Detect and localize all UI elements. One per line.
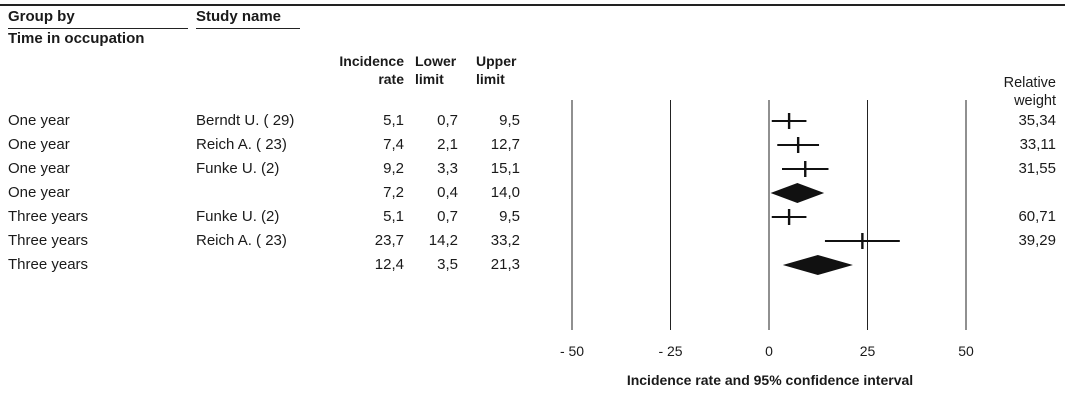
col-weight-line2: weight	[1014, 93, 1056, 109]
row-rate: 7,4	[383, 136, 404, 153]
table-row: Three years Reich A. ( 23) 23,7 14,2 33,…	[0, 229, 1065, 253]
header-study-underline	[196, 28, 300, 29]
row-upper: 33,2	[490, 232, 520, 249]
row-lower: 2,1	[437, 136, 458, 153]
col-weight-line1: Relative	[1003, 75, 1056, 91]
x-axis-title: Incidence rate and 95% confidence interv…	[626, 372, 914, 388]
row-lower: 14,2	[428, 232, 458, 249]
row-lower: 3,3	[437, 160, 458, 177]
col-upper-line2: limit	[476, 71, 505, 87]
row-study: Reich A. ( 23)	[196, 232, 287, 249]
row-group: One year	[8, 184, 70, 201]
col-incidence-line2: rate	[378, 71, 404, 87]
table-row: One year Funke U. (2) 9,2 3,3 15,1 31,55	[0, 157, 1065, 181]
col-lower-line1: Lower	[415, 53, 457, 69]
row-upper: 9,5	[499, 112, 520, 129]
header-group-by: Group by	[8, 8, 75, 25]
row-rate: 7,2	[383, 184, 404, 201]
row-rate: 12,4	[374, 256, 404, 273]
row-group: One year	[8, 112, 70, 129]
row-rate: 9,2	[383, 160, 404, 177]
header-study-name: Study name	[196, 8, 282, 25]
row-weight: 33,11	[1019, 136, 1056, 153]
row-study: Funke U. (2)	[196, 160, 280, 177]
col-relative-weight: Relative weight	[960, 74, 1056, 110]
col-upper-line1: Upper	[476, 53, 517, 69]
row-weight: 60,71	[1018, 208, 1056, 225]
table-row-summary: Three years 12,4 3,5 21,3	[0, 253, 1065, 277]
row-lower: 0,7	[437, 208, 458, 225]
row-study: Funke U. (2)	[196, 208, 280, 225]
x-tick-label: - 25	[658, 343, 682, 359]
row-weight: 35,34	[1018, 112, 1056, 129]
top-rule	[0, 4, 1065, 6]
x-tick-label: 0	[765, 343, 773, 359]
summary-diamond	[770, 183, 825, 203]
header-group-underline	[8, 28, 188, 29]
row-study: Berndt U. ( 29)	[196, 112, 295, 129]
col-incidence-rate: Incidence rate	[328, 52, 404, 88]
row-rate: 5,1	[383, 112, 404, 129]
row-weight: 31,55	[1018, 160, 1056, 177]
x-tick-label: - 50	[560, 343, 584, 359]
col-lower-line2: limit	[415, 71, 444, 87]
row-group: Three years	[8, 256, 89, 273]
row-study: Reich A. ( 23)	[196, 136, 287, 153]
row-lower: 0,7	[437, 112, 458, 129]
row-lower: 3,5	[437, 256, 458, 273]
row-rate: 5,1	[383, 208, 404, 225]
row-group: Three years	[8, 208, 89, 225]
col-incidence-line1: Incidence	[339, 53, 404, 69]
row-rate: 23,7	[374, 232, 404, 249]
table-row-summary: One year 7,2 0,4 14,0	[0, 181, 1065, 205]
summary-diamond	[782, 255, 853, 275]
col-lower-limit: Lower limit	[415, 52, 456, 88]
row-lower: 0,4	[437, 184, 458, 201]
col-upper-limit: Upper limit	[476, 52, 516, 88]
table-row: Three years Funke U. (2) 5,1 0,7 9,5 60,…	[0, 205, 1065, 229]
subgroup-label: Time in occupation	[8, 30, 145, 47]
row-upper: 9,5	[499, 208, 520, 225]
x-tick-label: 25	[860, 343, 876, 359]
row-weight: 39,29	[1018, 232, 1056, 249]
table-row: One year Reich A. ( 23) 7,4 2,1 12,7 33,…	[0, 133, 1065, 157]
row-group: One year	[8, 136, 70, 153]
row-group: Three years	[8, 232, 89, 249]
x-tick-label: 50	[958, 343, 974, 359]
table-row: One year Berndt U. ( 29) 5,1 0,7 9,5 35,…	[0, 109, 1065, 133]
row-group: One year	[8, 160, 70, 177]
row-upper: 21,3	[490, 256, 520, 273]
row-upper: 15,1	[490, 160, 520, 177]
row-upper: 14,0	[490, 184, 520, 201]
row-upper: 12,7	[490, 136, 520, 153]
